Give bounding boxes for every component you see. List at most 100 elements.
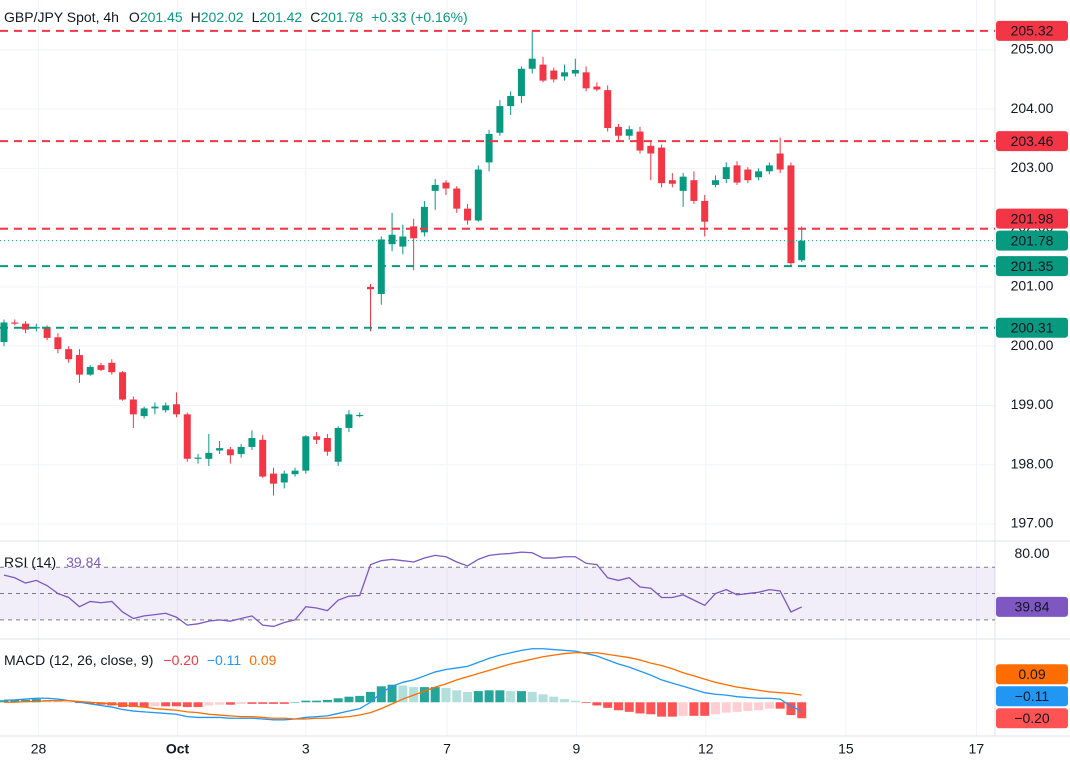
histogram-bar xyxy=(236,702,246,704)
ohlc-value: 201.78 xyxy=(320,9,363,25)
histogram-bar xyxy=(538,694,548,703)
price-label: −0.20 xyxy=(1014,710,1050,726)
histogram-bar xyxy=(754,702,764,711)
price-label: 39.84 xyxy=(1014,599,1049,615)
price-label-box xyxy=(996,230,1068,251)
change: +0.33 (+0.16%) xyxy=(371,9,468,25)
histogram-bar xyxy=(193,702,203,708)
macd-title: MACD (12, 26, close, 9) xyxy=(4,652,153,668)
candle-body xyxy=(183,414,191,459)
candle-body xyxy=(593,86,601,90)
marks xyxy=(0,29,995,721)
candle-body xyxy=(539,64,547,81)
histogram-bar xyxy=(150,702,160,707)
candle-body xyxy=(226,449,234,456)
candle-body xyxy=(388,234,396,245)
histogram-bar xyxy=(53,700,63,703)
candle-body xyxy=(291,470,299,475)
candle-body xyxy=(442,182,450,189)
macd-line xyxy=(3,652,802,720)
price-label-box xyxy=(996,686,1068,707)
price-label-box xyxy=(996,596,1068,617)
histogram-bar xyxy=(516,691,526,703)
histogram-bar xyxy=(721,702,731,713)
histogram-bar xyxy=(560,699,570,703)
x-tick-label: 15 xyxy=(838,741,854,757)
histogram-bar xyxy=(387,684,397,703)
candle-body xyxy=(280,473,288,483)
histogram-bar xyxy=(775,702,785,709)
candle-body xyxy=(464,208,472,221)
candle-body xyxy=(571,69,579,74)
macd-legend: MACD (12, 26, close, 9) −0.20 −0.11 0.09 xyxy=(4,652,277,668)
histogram-bar xyxy=(161,702,171,707)
candle-body xyxy=(216,448,224,451)
candle-body xyxy=(701,200,709,222)
histogram-bar xyxy=(667,702,677,717)
candle-body xyxy=(485,133,493,163)
signal-value: 0.09 xyxy=(249,652,276,668)
y-tick-label: 205.00 xyxy=(1011,40,1054,56)
price-label: 201.78 xyxy=(1011,232,1054,248)
ohlc-key: O xyxy=(129,9,140,25)
ohlc-value: 201.45 xyxy=(140,9,183,25)
histogram-bar xyxy=(689,702,699,716)
candle-body xyxy=(550,70,558,80)
candle-body xyxy=(658,147,666,184)
histogram-bar xyxy=(139,702,149,708)
histogram-bar xyxy=(473,691,483,703)
histogram-bar xyxy=(247,702,257,704)
macd-value: −0.11 xyxy=(207,652,242,668)
labels: 28 Oct 3 7 9 12 15 17 197.00 198.00 199.00 200.00 20… xyxy=(31,20,1068,757)
candle-body xyxy=(679,176,687,191)
price-label: 200.31 xyxy=(1011,319,1054,335)
histogram-bar xyxy=(0,700,9,703)
histogram-bar xyxy=(700,702,710,716)
histogram-bar xyxy=(613,702,623,711)
candle-body xyxy=(129,399,137,415)
ohlc-value: 201.42 xyxy=(259,9,302,25)
candle-body xyxy=(496,106,504,133)
histogram-bar xyxy=(743,702,753,712)
candle-body xyxy=(140,408,148,417)
candle-body xyxy=(151,406,159,409)
candle-body xyxy=(194,457,202,459)
candle-body xyxy=(399,236,407,247)
histogram-bar xyxy=(10,699,20,703)
hist-value: −0.20 xyxy=(163,652,199,668)
histogram-bar xyxy=(452,690,462,703)
price-label-box xyxy=(996,708,1068,729)
candle-body xyxy=(690,180,698,201)
candle-body xyxy=(65,349,73,360)
candle-body xyxy=(11,322,19,324)
histogram-bar xyxy=(268,702,278,704)
histogram-bar xyxy=(301,700,311,703)
candle-body xyxy=(367,286,375,290)
candle-body xyxy=(345,414,353,428)
candle-body xyxy=(582,72,590,89)
histogram-bar xyxy=(398,685,408,703)
candle-body xyxy=(54,337,62,350)
symbol: GBP/JPY Spot, 4h xyxy=(4,9,119,25)
candle-body xyxy=(604,90,612,129)
candle-body xyxy=(776,153,784,170)
ohlc-key: H xyxy=(191,9,201,25)
candle-body xyxy=(97,365,105,370)
histogram-bar xyxy=(215,702,225,705)
price-label-box xyxy=(996,20,1068,41)
x-tick-label: 9 xyxy=(573,741,581,757)
histogram-bar xyxy=(344,696,354,703)
histogram-bar xyxy=(592,702,602,706)
candle-body xyxy=(647,145,655,154)
ohlc-key: C xyxy=(310,9,320,25)
candle-body xyxy=(431,184,439,191)
candle-body xyxy=(453,188,461,209)
histogram-bar xyxy=(495,690,505,703)
histogram-bar xyxy=(204,702,214,706)
histogram-bar xyxy=(171,702,181,707)
histogram-bar xyxy=(430,687,440,703)
ohlc-key: L xyxy=(252,9,260,25)
x-tick-label: 17 xyxy=(969,741,985,757)
candle-body xyxy=(32,327,40,329)
